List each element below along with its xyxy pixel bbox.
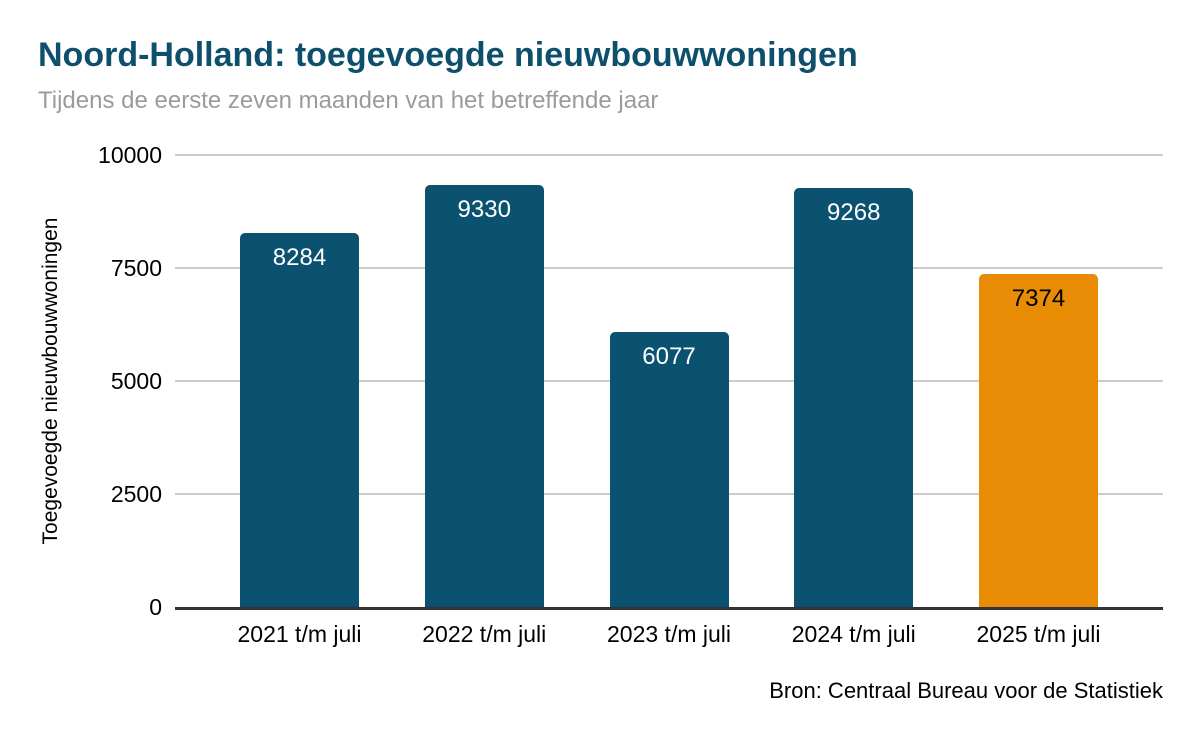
bar-value-label: 7374 bbox=[1011, 284, 1066, 312]
plot-area: 8284 9330 6077 9268 7374 bbox=[175, 154, 1163, 610]
y-tick-label: 10000 bbox=[98, 142, 162, 168]
x-tick-label: 2023 t/m juli bbox=[606, 621, 732, 647]
x-tick-label: 2021 t/m juli bbox=[237, 621, 362, 647]
bar-2024: 9268 bbox=[794, 188, 914, 607]
gridline bbox=[175, 154, 1163, 156]
chart-title: Noord-Holland: toegevoegde nieuwbouwwoni… bbox=[38, 36, 858, 74]
x-tick-label: 2025 t/m juli bbox=[976, 621, 1101, 647]
gridline bbox=[175, 267, 1163, 269]
bar-value-label: 6077 bbox=[642, 343, 696, 371]
bar-value-label: 8284 bbox=[272, 243, 327, 271]
bar-2022: 9330 bbox=[424, 185, 544, 607]
bar-2021: 8284 bbox=[240, 232, 359, 607]
y-tick-label: 2500 bbox=[110, 481, 162, 507]
x-axis-tick-labels: 2021 t/m juli 2022 t/m juli 2023 t/m juli 2… bbox=[175, 621, 1163, 653]
source-credit: Bron: Centraal Bureau voor de Statistiek bbox=[769, 678, 1163, 703]
y-tick-label: 0 bbox=[149, 594, 162, 620]
x-tick-label: 2024 t/m juli bbox=[791, 621, 916, 647]
bar-value-label: 9330 bbox=[457, 196, 511, 224]
bar-2023: 6077 bbox=[609, 332, 729, 607]
bar-2025: 7374 bbox=[979, 273, 1098, 607]
y-tick-label: 7500 bbox=[110, 255, 162, 281]
bar-value-label: 9268 bbox=[827, 199, 881, 227]
y-tick-label: 5000 bbox=[110, 368, 162, 394]
x-tick-label: 2022 t/m juli bbox=[422, 621, 547, 647]
y-axis-tick-labels: 0 2500 5000 7500 10000 bbox=[0, 142, 162, 620]
chart-subtitle: Tijdens de eerste zeven maanden van het … bbox=[38, 87, 659, 114]
